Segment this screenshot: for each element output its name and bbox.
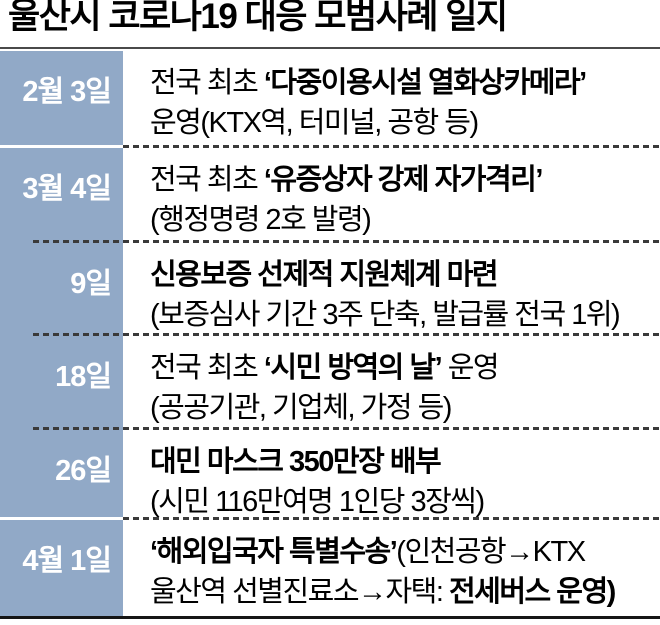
event-line2: 운영(KTX역, 터미널, 공항 등) (150, 103, 656, 143)
timeline-table: 2월 3일 전국 최초 ‘다중이용시설 열화상카메라’ 운영(KTX역, 터미널… (0, 51, 660, 616)
event-cell: ‘해외입국자 특별수송’(인천공항→KTX 울산역 선별진료소→자택: 전세버스… (123, 520, 660, 616)
page-title: 울산시 코로나19 대응 모범사례 일지 (8, 0, 508, 36)
table-row: 3월 4일 전국 최초 ‘유증상자 강제 자가격리’ (행정명령 2호 발령) (0, 148, 660, 243)
event-text-segment: ‘해외입국자 특별수송’ (150, 536, 398, 568)
event-line2: (행정명령 2호 발령) (150, 200, 656, 240)
event-text-segment: 전세버스 운영) (448, 576, 616, 608)
event-cell: 대민 마스크 350만장 배부 (시민 116만여명 1인당 3장씩) (123, 430, 660, 520)
event-text-segment: 울산역 선별진료소→자택: (150, 576, 449, 608)
event-line1: 전국 최초 ‘유증상자 강제 자가격리’ (150, 160, 656, 200)
event-line1: 대민 마스크 350만장 배부 (150, 442, 656, 482)
date-cell: 9일 (0, 243, 123, 336)
event-text-segment: (보증심사 기간 3주 단축, 발급률 전국 1위) (150, 299, 621, 331)
title-divider (0, 47, 660, 49)
event-line2: 울산역 선별진료소→자택: 전세버스 운영) (150, 572, 656, 612)
table-row: 2월 3일 전국 최초 ‘다중이용시설 열화상카메라’ 운영(KTX역, 터미널… (0, 51, 660, 148)
table-row: 9일 신용보증 선제적 지원체계 마련 (보증심사 기간 3주 단축, 발급률 … (0, 243, 660, 336)
date-cell: 2월 3일 (0, 51, 123, 148)
event-text-segment: (인천공항→KTX (396, 536, 586, 568)
date-cell: 26일 (0, 430, 123, 520)
event-text-segment: 전국 최초 (150, 164, 264, 196)
event-line2: (보증심사 기간 3주 단축, 발급률 전국 1위) (150, 295, 656, 335)
event-cell: 신용보증 선제적 지원체계 마련 (보증심사 기간 3주 단축, 발급률 전국 … (123, 243, 660, 336)
row-separator-gap (0, 145, 123, 148)
event-text-segment: 운영 (441, 352, 500, 384)
event-text-segment: 운영(KTX역, 터미널, 공항 등) (150, 107, 479, 139)
event-text-segment: 전국 최초 (150, 352, 264, 384)
event-text-segment: 전국 최초 (150, 67, 264, 99)
event-text-segment: ‘다중이용시설 열화상카메라’ (263, 67, 587, 99)
table-row: 18일 전국 최초 ‘시민 방역의 날’ 운영 (공공기관, 기업체, 가정 등… (0, 336, 660, 430)
event-line2: (시민 116만여명 1인당 3장씩) (150, 482, 656, 522)
event-text-segment: (공공기관, 기업체, 가정 등) (150, 392, 452, 424)
event-text-segment: ‘시민 방역의 날’ (263, 352, 443, 384)
event-text-segment: 신용보증 선제적 지원체계 마련 (150, 259, 499, 291)
event-cell: 전국 최초 ‘시민 방역의 날’ 운영 (공공기관, 기업체, 가정 등) (123, 336, 660, 430)
table-row: 26일 대민 마스크 350만장 배부 (시민 116만여명 1인당 3장씩) (0, 430, 660, 520)
table-row: 4월 1일 ‘해외입국자 특별수송’(인천공항→KTX 울산역 선별진료소→자택… (0, 520, 660, 616)
date-cell: 18일 (0, 336, 123, 430)
event-line1: 전국 최초 ‘다중이용시설 열화상카메라’ (150, 63, 656, 103)
row-separator-dotted (123, 517, 660, 520)
event-cell: 전국 최초 ‘다중이용시설 열화상카메라’ 운영(KTX역, 터미널, 공항 등… (123, 51, 660, 148)
event-text-segment: (행정명령 2호 발령) (150, 204, 372, 236)
event-cell: 전국 최초 ‘유증상자 강제 자가격리’ (행정명령 2호 발령) (123, 148, 660, 243)
row-separator-dotted (123, 145, 660, 148)
table-bottom-border (0, 616, 660, 619)
event-line2: (공공기관, 기업체, 가정 등) (150, 388, 656, 428)
date-cell: 4월 1일 (0, 520, 123, 616)
date-cell: 3월 4일 (0, 148, 123, 243)
row-separator-dotted (33, 333, 660, 336)
row-separator-dotted (33, 240, 660, 243)
row-separator-dotted (33, 427, 660, 430)
event-line1: ‘해외입국자 특별수송’(인천공항→KTX (150, 532, 656, 572)
event-line1: 전국 최초 ‘시민 방역의 날’ 운영 (150, 348, 656, 388)
event-text-segment: (시민 116만여명 1인당 3장씩) (150, 486, 485, 518)
row-separator-gap (0, 517, 123, 520)
event-line1: 신용보증 선제적 지원체계 마련 (150, 255, 656, 295)
event-text-segment: ‘유증상자 강제 자가격리’ (263, 164, 544, 196)
event-text-segment: 대민 마스크 350만장 배부 (150, 446, 442, 478)
